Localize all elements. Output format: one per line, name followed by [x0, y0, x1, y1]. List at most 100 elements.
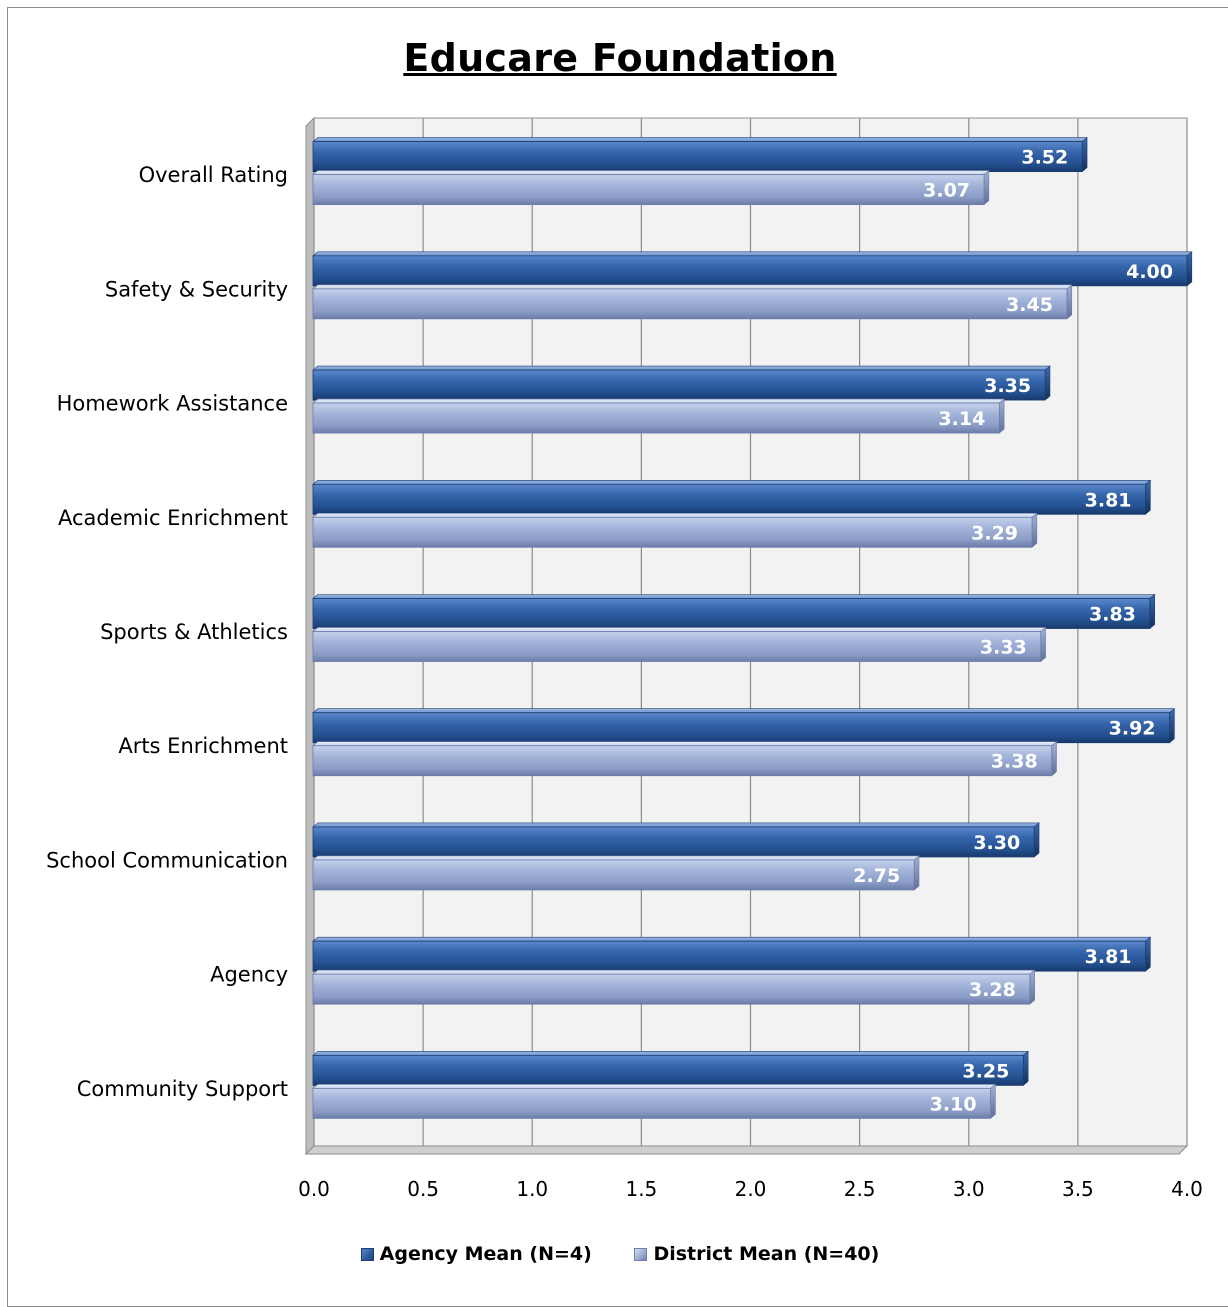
data-label-agency-0: 3.52	[1021, 147, 1068, 169]
data-label-agency-8: 3.25	[962, 1060, 1009, 1082]
bar-top-face	[312, 137, 1088, 142]
category-label-4: Sports & Athletics	[100, 620, 288, 644]
bar-top-face	[312, 398, 1005, 404]
bar-top-face	[312, 365, 1051, 371]
chart-title: Educare Foundation	[403, 36, 837, 80]
data-label-district-5: 3.38	[991, 751, 1038, 773]
bar-front-face	[312, 174, 985, 206]
bar-agency-0	[312, 136, 1088, 173]
x-tick-label-3: 1.5	[625, 1177, 657, 1201]
bar-end-face	[990, 1083, 996, 1120]
bar-end-face	[983, 169, 990, 206]
bar-top-face	[312, 170, 990, 175]
bar-agency-4	[312, 593, 1156, 630]
category-labels: Overall Rating Safety & Security Homework …	[46, 163, 288, 1101]
bar-end-face	[1051, 741, 1057, 777]
bar-top-face	[312, 708, 1176, 714]
legend-swatch-agency	[360, 1248, 374, 1261]
category-label-6: School Communication	[46, 848, 288, 872]
data-label-agency-6: 3.30	[973, 832, 1020, 854]
bar-top-face	[312, 822, 1040, 828]
bar-top-face	[312, 479, 1152, 485]
bar-end-face	[999, 398, 1005, 434]
bar-agency-5	[312, 708, 1176, 744]
legend: Agency Mean (N=4) District Mean (N=40)	[0, 1243, 1228, 1265]
bar-end-face	[1031, 512, 1038, 548]
bar-end-face	[1066, 284, 1073, 320]
bar-front-face	[312, 516, 1033, 548]
bar-district-6	[312, 855, 920, 891]
tick-labels: 0.0 0.5 1.0 1.5 2.0 2.5 3.0 3.5 4.0	[298, 1177, 1203, 1201]
legend-swatch-district	[634, 1248, 648, 1261]
bar-end-face	[913, 855, 920, 891]
bar-end-face	[1081, 136, 1088, 173]
legend-item-district: District Mean (N=40)	[634, 1243, 879, 1265]
bar-top-face	[312, 251, 1193, 257]
category-label-0: Overall Rating	[139, 163, 288, 187]
x-tick-label-2: 1.0	[516, 1177, 548, 1201]
data-label-district-1: 3.45	[1006, 294, 1053, 316]
bar-front-face	[312, 483, 1146, 515]
bar-front-face	[312, 631, 1042, 662]
data-label-agency-1: 4.00	[1126, 261, 1173, 283]
bar-front-face	[312, 940, 1146, 972]
category-label-8: Community Support	[77, 1077, 288, 1101]
bar-end-face	[1186, 251, 1193, 287]
x-tick-label-7: 3.5	[1062, 1177, 1094, 1201]
category-label-2: Homework Assistance	[57, 392, 288, 416]
x-tick-label-6: 3.0	[953, 1177, 985, 1201]
bar-agency-8	[312, 1050, 1029, 1087]
bar-district-3	[312, 512, 1038, 548]
bar-front-face	[312, 402, 1000, 434]
data-label-district-3: 3.29	[971, 522, 1018, 544]
bar-front-face	[312, 1054, 1024, 1086]
bars: 3.52 3.07 4.00 3.45 3.35 3.14 3.81 3.29 3.83 3.33…	[312, 136, 1193, 1120]
x-tick-label-4: 2.0	[735, 1177, 767, 1201]
bar-agency-3	[312, 479, 1152, 515]
bar-front-face	[312, 859, 915, 891]
x-tick-label-5: 2.5	[844, 1177, 876, 1201]
bar-top-face	[312, 594, 1156, 599]
bar-front-face	[312, 288, 1068, 320]
data-label-district-7: 3.28	[969, 979, 1016, 1001]
legend-item-agency: Agency Mean (N=4)	[360, 1243, 592, 1265]
bar-front-face	[312, 973, 1031, 1005]
bar-district-1	[312, 284, 1073, 320]
bar-end-face	[1033, 822, 1040, 858]
data-label-agency-5: 3.92	[1109, 718, 1156, 740]
bar-district-2	[312, 398, 1005, 434]
bar-front-face	[312, 712, 1170, 744]
bar-district-5	[312, 741, 1058, 777]
bar-top-face	[312, 936, 1152, 942]
x-tick-label-1: 0.5	[407, 1177, 439, 1201]
bar-end-face	[1040, 626, 1046, 663]
bar-agency-6	[312, 822, 1040, 858]
bar-front-face	[312, 369, 1046, 401]
bar-end-face	[1145, 936, 1151, 972]
plot-floor	[304, 1145, 1189, 1155]
bar-top-face	[312, 741, 1058, 747]
bar-agency-2	[312, 365, 1051, 401]
bar-top-face	[312, 1051, 1029, 1056]
bar-front-face	[312, 255, 1188, 287]
bar-agency-1	[312, 251, 1193, 287]
bar-district-4	[312, 626, 1047, 663]
bar-district-7	[312, 969, 1036, 1005]
category-label-1: Safety & Security	[105, 277, 288, 301]
bar-front-face	[312, 745, 1053, 777]
bar-top-face	[312, 969, 1036, 975]
bar-top-face	[312, 627, 1047, 632]
bar-top-face	[312, 1084, 997, 1089]
category-label-7: Agency	[210, 963, 288, 987]
bar-end-face	[1169, 708, 1175, 744]
bar-front-face	[312, 141, 1083, 173]
data-label-district-0: 3.07	[923, 180, 970, 202]
bar-front-face	[312, 598, 1151, 629]
x-tick-label-8: 4.0	[1171, 1177, 1203, 1201]
bar-end-face	[1029, 969, 1035, 1005]
bar-end-face	[1044, 365, 1051, 401]
bar-top-face	[312, 855, 920, 861]
x-tick-label-0: 0.0	[298, 1177, 330, 1201]
bar-front-face	[312, 826, 1035, 858]
